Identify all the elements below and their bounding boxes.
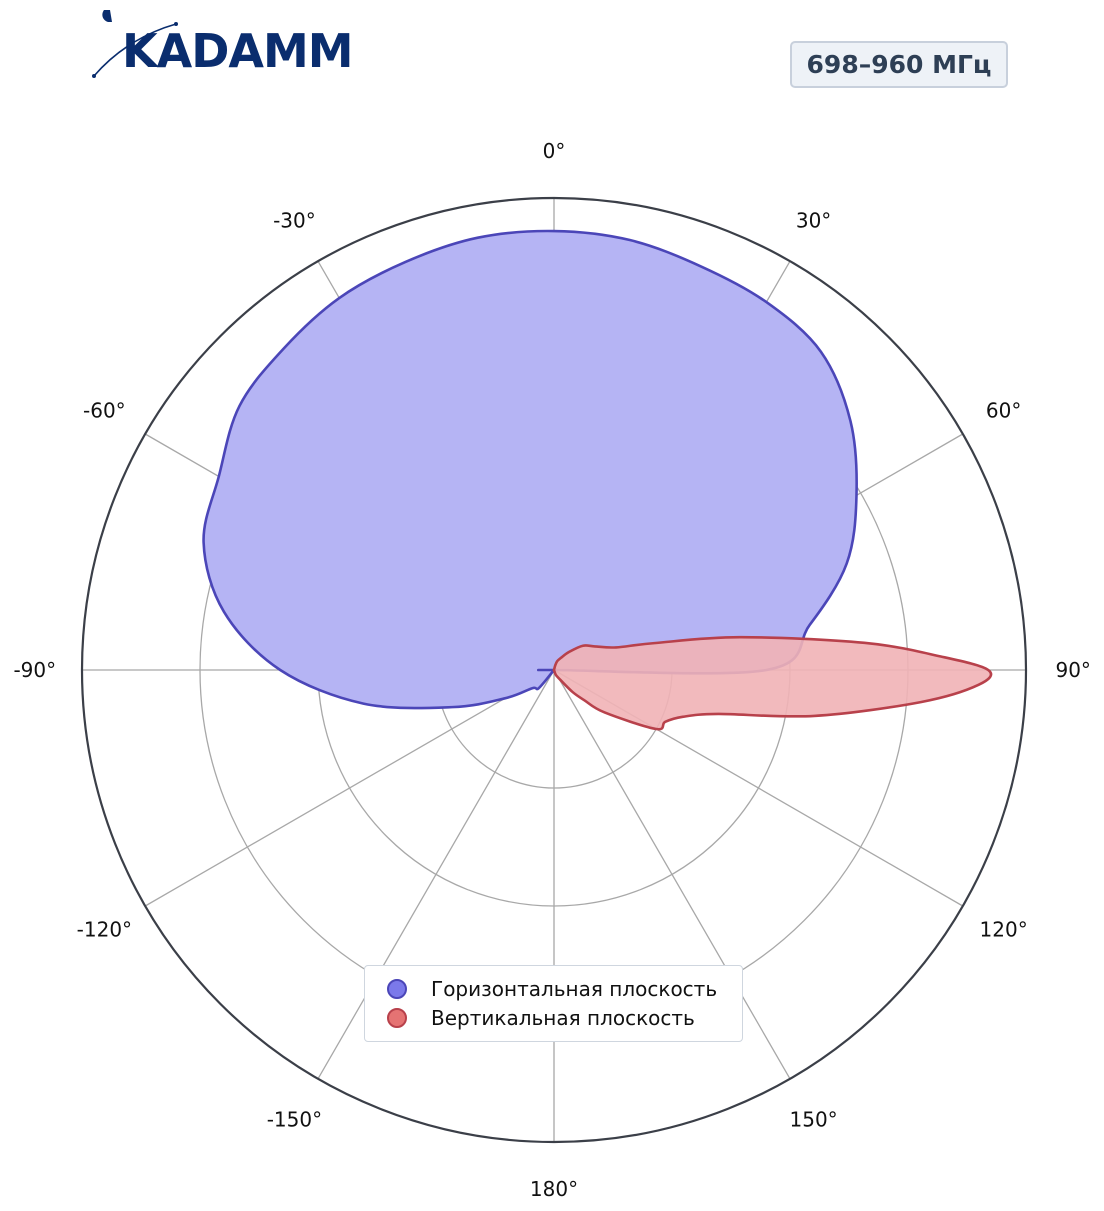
angle-tick-label: 180° (530, 1177, 578, 1201)
angle-tick-label: 60° (986, 398, 1021, 422)
legend-item-horizontal: Горизонтальная плоскость (387, 975, 717, 1003)
angle-tick-label: -150° (267, 1108, 322, 1132)
angle-tick-label: 90° (1055, 658, 1090, 682)
series-vertical-plane (552, 635, 993, 731)
angle-tick-label: -90° (13, 658, 56, 682)
angular-tick-labels: 0° 30° 60° 90° 120° 150° 180° -150° -120° -90° -60… (13, 139, 1090, 1201)
series-layer (202, 229, 993, 731)
legend-marker-horizontal (387, 979, 407, 999)
legend-label-vertical: Вертикальная плоскость (431, 1006, 695, 1030)
angle-tick-label: -60° (83, 398, 126, 422)
legend: Горизонтальная плоскость Вертикальная пл… (364, 965, 743, 1042)
spoke-5 (553, 669, 791, 1080)
angle-tick-label: -120° (77, 918, 132, 942)
outer-ring-layer (80, 196, 1028, 1144)
angle-tick-label: 120° (980, 918, 1028, 942)
legend-label-horizontal: Горизонтальная плоскость (431, 977, 718, 1001)
angle-tick-label: 150° (790, 1108, 838, 1132)
logo-text: KADAMM (122, 24, 354, 78)
kadamm-logo (92, 10, 178, 78)
series-horizontal-plane (202, 229, 858, 710)
outer-ring (80, 196, 1028, 1144)
spoke-8 (144, 669, 555, 907)
frequency-badge: 698–960 МГц (790, 41, 1008, 88)
angle-tick-label: -30° (273, 208, 316, 232)
legend-marker-vertical (387, 1008, 407, 1028)
angle-tick-label: 0° (543, 139, 566, 163)
legend-item-vertical: Вертикальная плоскость (387, 1004, 695, 1032)
angle-tick-label: 30° (796, 208, 831, 232)
spoke-7 (317, 669, 555, 1080)
